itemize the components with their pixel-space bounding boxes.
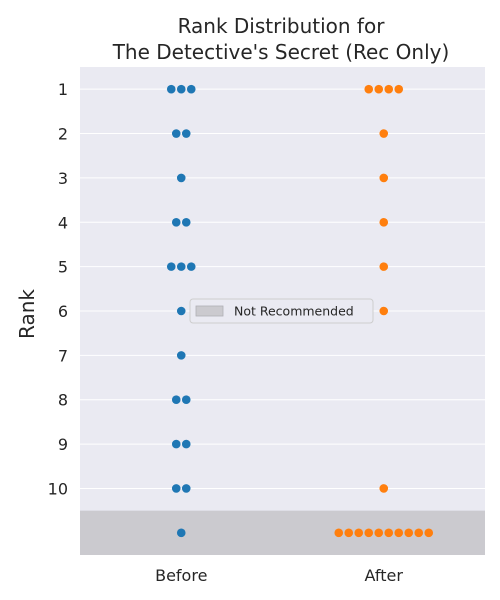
dot-before-rank-1: [166, 84, 176, 94]
dot-before-rank-2: [181, 129, 191, 138]
y-axis-label: Rank: [15, 289, 39, 339]
not-recommended-band: [80, 510, 485, 555]
dot-after-rank-10: [379, 484, 389, 493]
plot-area: 1 2 3 4 5 6 7 8 9 10 Before After Not Recommended: [48, 67, 485, 585]
dot-before-rank-9: [171, 439, 181, 449]
dot-after-rank-2: [379, 129, 389, 138]
dot-before-rank-9: [181, 439, 191, 449]
dot-before-rank-3: [176, 173, 186, 183]
x-tick-label-before: Before: [155, 566, 207, 585]
y-tick-label: 8: [58, 391, 68, 410]
y-tick-label: 4: [58, 213, 68, 232]
dot-before-rank-4: [181, 217, 191, 227]
dot-after-rank-not-recommended: [394, 528, 404, 538]
legend: Not Recommended: [189, 298, 374, 324]
dot-before-rank-8: [171, 395, 181, 405]
dot-after-rank-6: [379, 306, 389, 316]
dot-after-rank-3: [379, 173, 389, 183]
dot-after-rank-1: [364, 84, 374, 94]
chart-title-line-2: The Detective's Secret (Rec Only): [112, 40, 450, 64]
y-tick-label: 10: [48, 479, 68, 498]
dot-before-rank-not-recommended: [176, 528, 186, 538]
dot-after-rank-1: [374, 84, 384, 94]
dot-before-rank-4: [171, 217, 181, 227]
y-tick-label: 9: [58, 435, 68, 454]
dot-after-rank-1: [384, 84, 394, 94]
dot-before-rank-6: [176, 306, 186, 316]
y-tick-label: 3: [58, 169, 68, 188]
dot-before-rank-1: [186, 84, 196, 94]
dot-before-rank-5: [176, 262, 186, 271]
y-tick-label: 5: [58, 258, 68, 277]
dot-before-rank-2: [171, 129, 181, 138]
x-tick-label-after: After: [365, 566, 404, 585]
y-tick-label: 2: [58, 125, 68, 144]
dot-after-rank-not-recommended: [384, 528, 394, 538]
dot-before-rank-10: [171, 484, 181, 493]
dot-after-rank-5: [379, 262, 389, 271]
dot-before-rank-10: [181, 484, 191, 493]
dot-before-rank-5: [166, 262, 176, 271]
dot-after-rank-not-recommended: [344, 528, 354, 538]
dot-after-rank-1: [394, 84, 404, 94]
legend-label: Not Recommended: [234, 304, 354, 319]
dot-before-rank-7: [176, 351, 186, 360]
y-tick-label: 1: [58, 80, 68, 99]
dot-after-rank-not-recommended: [364, 528, 374, 538]
legend-swatch: [195, 305, 224, 317]
chart-title-line-1: Rank Distribution for: [178, 14, 386, 38]
dot-after-rank-not-recommended: [414, 528, 424, 538]
dot-after-rank-not-recommended: [334, 528, 344, 538]
dot-before-rank-1: [176, 84, 186, 94]
legend-box: [189, 298, 374, 324]
y-tick-label: 7: [58, 346, 68, 365]
dot-after-rank-not-recommended: [374, 528, 384, 538]
dot-before-rank-8: [181, 395, 191, 405]
dot-after-rank-not-recommended: [404, 528, 414, 538]
dot-after-rank-not-recommended: [424, 528, 434, 538]
dot-after-rank-4: [379, 217, 389, 227]
dot-before-rank-5: [186, 262, 196, 271]
y-tick-label: 6: [58, 302, 68, 321]
dot-after-rank-not-recommended: [354, 528, 364, 538]
